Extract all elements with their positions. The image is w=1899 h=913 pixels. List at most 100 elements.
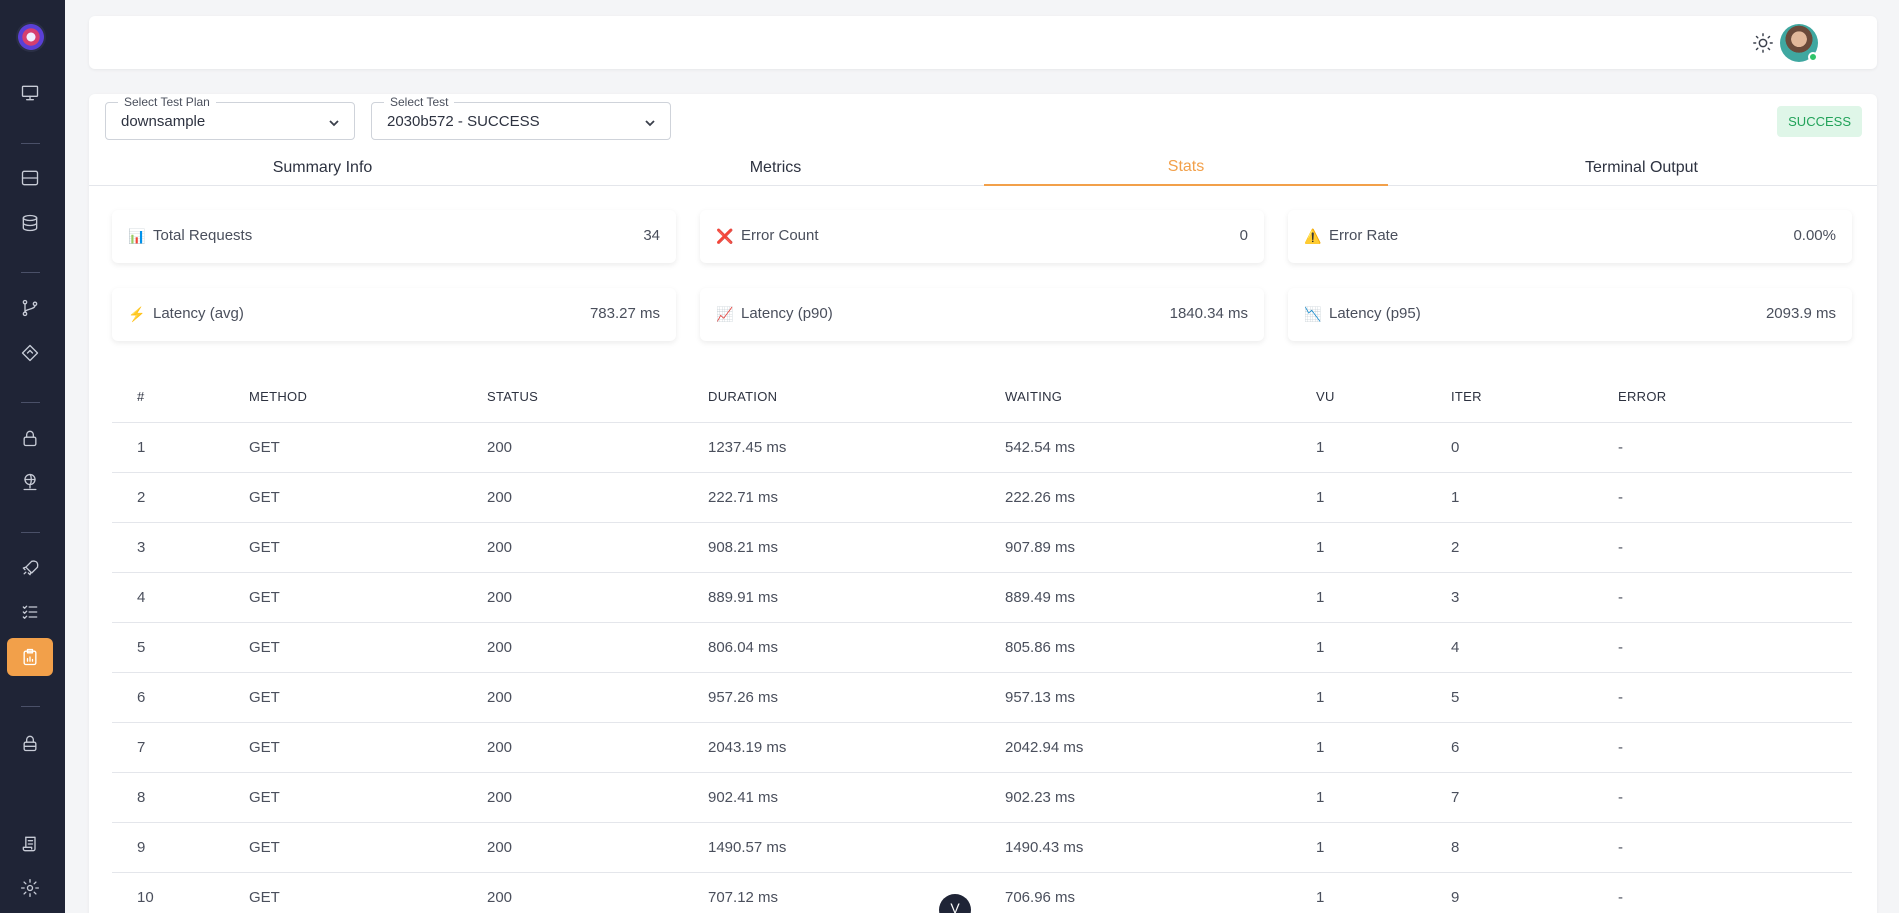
table-cell: 200 xyxy=(487,672,708,723)
requests-table: # METHOD STATUS DURATION WAITING VU ITER… xyxy=(112,372,1852,913)
server-icon[interactable] xyxy=(7,159,53,197)
table-cell: 1 xyxy=(1316,622,1451,673)
column-header[interactable]: DURATION xyxy=(708,372,1005,423)
monitor-icon[interactable] xyxy=(7,74,53,112)
scroll-document-icon[interactable] xyxy=(7,825,53,863)
stat-label: Total Requests xyxy=(153,227,253,244)
table-cell: GET xyxy=(249,622,487,673)
tab-terminal-output[interactable]: Terminal Output xyxy=(1585,159,1698,176)
table-cell: 222.26 ms xyxy=(1005,472,1316,523)
stat-label: Latency (avg) xyxy=(153,305,244,322)
table-row[interactable]: 6 GET 200 957.26 ms 957.13 ms 1 5- xyxy=(112,672,1852,723)
table-cell: 1490.43 ms xyxy=(1005,822,1316,873)
table-cell: 1 xyxy=(1316,672,1451,723)
table-cell: 1 xyxy=(1316,472,1451,523)
table-row[interactable]: 1 GET 200 1237.45 ms 542.54 ms 1 0- xyxy=(112,422,1852,473)
floating-action-button[interactable]: V xyxy=(939,894,971,913)
lock-outline-icon[interactable] xyxy=(7,724,53,762)
table-cell: - xyxy=(1618,722,1852,773)
database-icon[interactable] xyxy=(7,204,53,242)
table-row[interactable]: 10 GET 200 707.12 ms 706.96 ms 1 9- xyxy=(112,872,1852,913)
table-cell: 902.23 ms xyxy=(1005,772,1316,823)
column-header[interactable]: STATUS xyxy=(487,372,708,423)
table-cell: 2043.19 ms xyxy=(708,722,1005,773)
stat-error-count: ❌ Error Count 0 xyxy=(700,210,1264,263)
sun-icon[interactable] xyxy=(1752,32,1774,54)
table-row[interactable]: 9 GET 200 1490.57 ms 1490.43 ms 1 8- xyxy=(112,822,1852,873)
stat-value: 2093.9 ms xyxy=(1765,305,1836,322)
online-status-dot xyxy=(1808,52,1818,62)
table-row[interactable]: 5 GET 200 806.04 ms 805.86 ms 1 4- xyxy=(112,622,1852,673)
table-row[interactable]: 2 GET 200 222.71 ms 222.26 ms 1 1- xyxy=(112,472,1852,523)
bar-chart-icon: 📊 xyxy=(128,227,146,244)
tab-stats[interactable]: Stats xyxy=(984,150,1388,186)
table-cell: 10 xyxy=(112,872,249,913)
lock-icon[interactable] xyxy=(7,419,53,457)
sidebar-divider xyxy=(21,402,40,403)
column-header[interactable]: VU xyxy=(1316,372,1451,423)
column-header[interactable]: # xyxy=(112,372,249,423)
gear-icon[interactable] xyxy=(7,869,53,907)
table-cell: GET xyxy=(249,422,487,473)
lightning-icon: ⚡ xyxy=(128,305,146,322)
table-cell: 1237.45 ms xyxy=(708,422,1005,473)
table-cell: GET xyxy=(249,772,487,823)
table-cell: - xyxy=(1618,622,1852,673)
table-row[interactable]: 7 GET 200 2043.19 ms 2042.94 ms 1 6- xyxy=(112,722,1852,773)
table-cell: 6 xyxy=(1451,722,1618,773)
test-select[interactable]: Select Test 2030b572 - SUCCESS xyxy=(371,95,671,140)
table-cell: 1 xyxy=(1316,722,1451,773)
table-cell: 1 xyxy=(1316,772,1451,823)
api-diamond-icon[interactable] xyxy=(7,334,53,372)
table-cell: - xyxy=(1618,772,1852,823)
test-select-label: Select Test xyxy=(384,95,455,109)
sidebar-divider xyxy=(21,532,40,533)
table-cell: GET xyxy=(249,722,487,773)
table-cell: 200 xyxy=(487,772,708,823)
column-header[interactable]: ITER xyxy=(1451,372,1618,423)
stat-label: Error Count xyxy=(741,227,819,244)
stat-value: 0 xyxy=(1239,227,1248,244)
column-header[interactable]: ERROR xyxy=(1618,372,1852,423)
table-cell: 1 xyxy=(112,422,249,473)
table-cell: 1 xyxy=(1316,572,1451,623)
table-cell: 907.89 ms xyxy=(1005,522,1316,573)
status-badge: SUCCESS xyxy=(1777,106,1862,137)
git-branch-icon[interactable] xyxy=(7,289,53,327)
table-cell: GET xyxy=(249,672,487,723)
table-cell: 7 xyxy=(1451,772,1618,823)
sidebar xyxy=(0,0,65,913)
main-card: Select Test Plan downsample Select Test … xyxy=(89,94,1877,913)
table-cell: 9 xyxy=(112,822,249,873)
tab-metrics[interactable]: Metrics xyxy=(749,159,802,176)
top-header xyxy=(89,16,1877,69)
table-cell: 542.54 ms xyxy=(1005,422,1316,473)
table-body: 1 GET 200 1237.45 ms 542.54 ms 1 0-2 GET 200 222.… xyxy=(112,422,1852,913)
test-select-value: 2030b572 - SUCCESS xyxy=(387,113,540,130)
network-globe-icon[interactable] xyxy=(7,463,53,501)
tab-summary-info[interactable]: Summary Info xyxy=(272,159,373,176)
table-cell: 0 xyxy=(1451,422,1618,473)
table-row[interactable]: 4 GET 200 889.91 ms 889.49 ms 1 3- xyxy=(112,572,1852,623)
rocket-icon[interactable] xyxy=(7,549,53,587)
chevron-down-icon xyxy=(644,116,656,128)
cross-mark-icon: ❌ xyxy=(716,227,734,244)
stat-latency-p95: 📉 Latency (p95) 2093.9 ms xyxy=(1288,288,1852,341)
stat-value: 783.27 ms xyxy=(589,305,660,322)
column-header[interactable]: WAITING xyxy=(1005,372,1316,423)
table-cell: - xyxy=(1618,672,1852,723)
table-cell: 908.21 ms xyxy=(708,522,1005,573)
table-row[interactable]: 8 GET 200 902.41 ms 902.23 ms 1 7- xyxy=(112,772,1852,823)
checklist-icon[interactable] xyxy=(7,593,53,631)
column-header[interactable]: METHOD xyxy=(249,372,487,423)
table-cell: 2 xyxy=(1451,522,1618,573)
table-row[interactable]: 3 GET 200 908.21 ms 907.89 ms 1 2- xyxy=(112,522,1852,573)
table-cell: 5 xyxy=(1451,672,1618,723)
app-logo[interactable] xyxy=(16,22,46,52)
test-plan-select[interactable]: Select Test Plan downsample xyxy=(105,95,355,140)
clipboard-report-icon[interactable] xyxy=(7,638,53,676)
table-cell: 806.04 ms xyxy=(708,622,1005,673)
table-cell: 200 xyxy=(487,722,708,773)
table-cell: 200 xyxy=(487,572,708,623)
table-cell: 9 xyxy=(1451,872,1618,913)
